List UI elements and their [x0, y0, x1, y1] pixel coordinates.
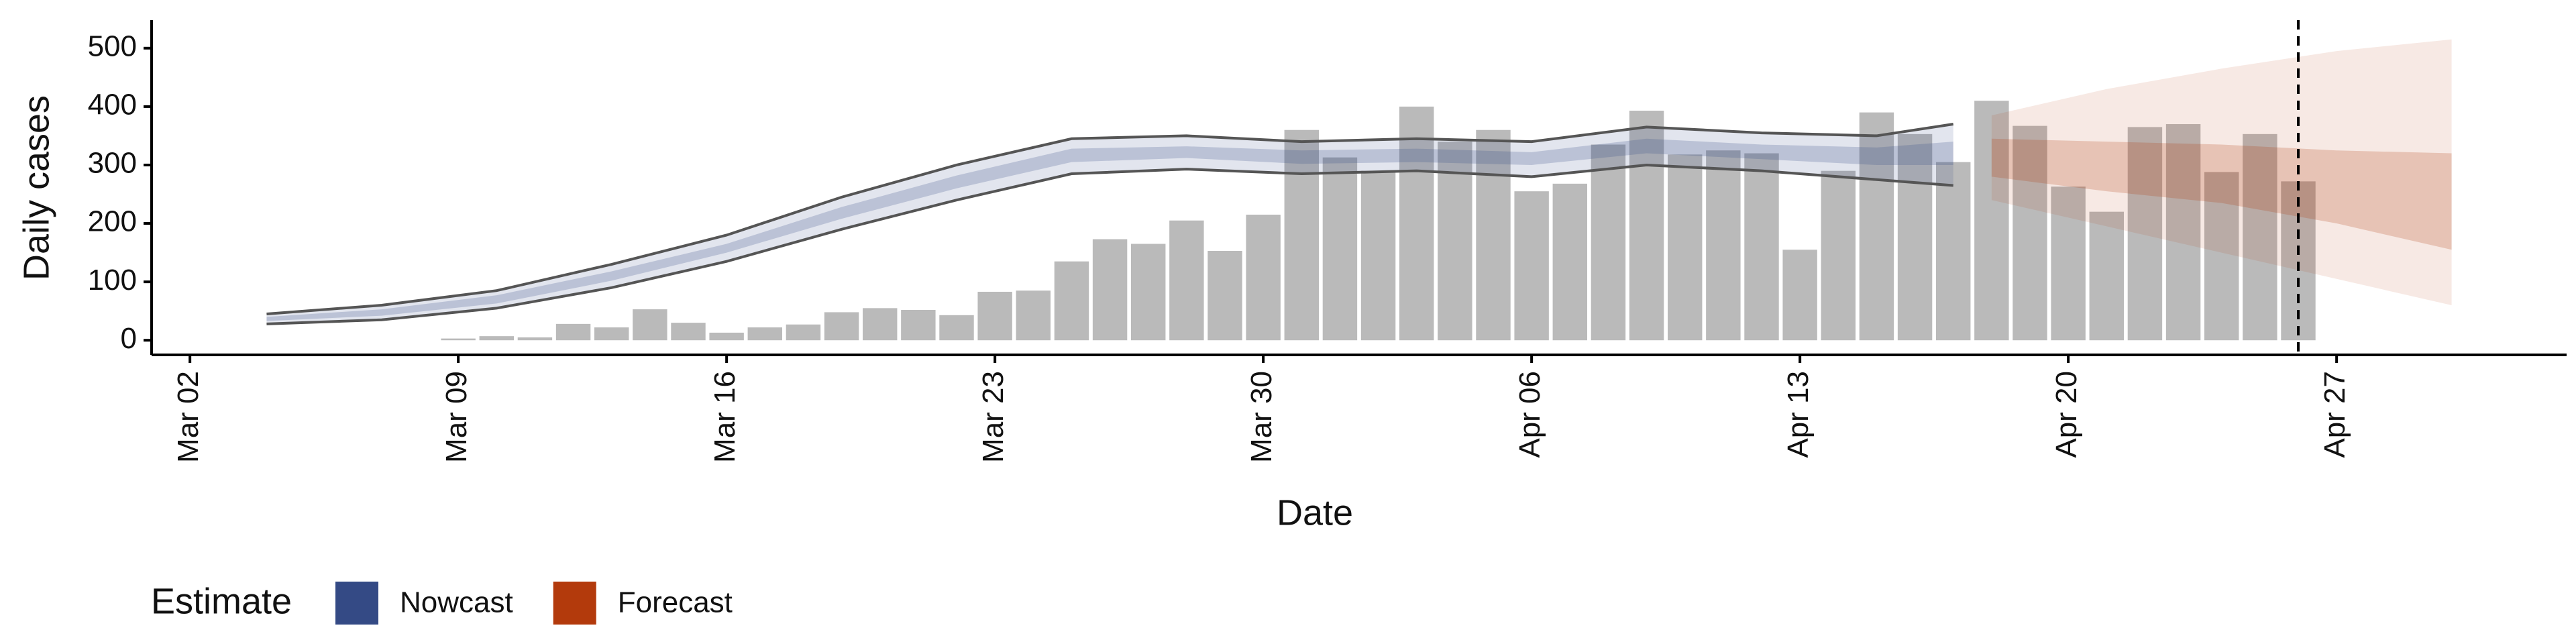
- legend-key: [335, 582, 378, 625]
- bar: [1552, 183, 1587, 341]
- bar: [2204, 172, 2239, 341]
- x-tick-label: Mar 16: [708, 371, 741, 463]
- bar: [2243, 133, 2277, 341]
- bar: [939, 315, 974, 341]
- x-tick-label: Mar 23: [977, 371, 1010, 463]
- legend-key: [553, 582, 596, 625]
- bar: [633, 309, 667, 341]
- bar: [1438, 142, 1472, 341]
- ribbon-edge: [266, 123, 1954, 316]
- x-tick-label: Apr 06: [1513, 371, 1546, 458]
- y-tick-label: 0: [121, 322, 137, 355]
- bar: [479, 336, 514, 341]
- bar: [1208, 250, 1242, 341]
- ribbon-inner: [1991, 138, 2452, 250]
- bar: [1629, 110, 1664, 341]
- ribbon-inner: [266, 138, 1953, 321]
- legend-label: Nowcast: [400, 586, 513, 619]
- bar: [1821, 170, 1856, 341]
- ribbon-edge: [266, 163, 1953, 325]
- bar: [1782, 250, 1817, 341]
- bar: [1131, 244, 1166, 341]
- bar: [2012, 125, 2047, 341]
- bar: [1859, 112, 1894, 341]
- ribbon-outer: [1991, 39, 2452, 305]
- y-tick-label: 400: [88, 89, 137, 121]
- bar: [863, 308, 898, 341]
- bar: [1974, 101, 2009, 341]
- y-tick-label: 500: [88, 30, 137, 62]
- bar: [1514, 191, 1549, 341]
- bar: [824, 312, 859, 341]
- bar: [2127, 127, 2163, 341]
- x-tick-label: Apr 27: [2318, 371, 2351, 458]
- bar: [1897, 133, 1933, 341]
- bar: [594, 327, 629, 341]
- bar: [1936, 162, 1971, 341]
- bar: [517, 337, 553, 341]
- bar: [1399, 106, 1434, 341]
- bar: [747, 327, 782, 341]
- legend-title: Estimate: [151, 581, 292, 621]
- x-tick-label: Mar 02: [172, 371, 205, 463]
- bar: [1322, 157, 1358, 341]
- bar: [2089, 211, 2124, 341]
- x-tick-label: Mar 09: [440, 371, 473, 463]
- x-tick-label: Apr 20: [2050, 371, 2083, 458]
- y-tick-label: 200: [88, 205, 137, 238]
- bar: [441, 338, 476, 341]
- y-tick-label: 300: [88, 147, 137, 180]
- bar: [1668, 154, 1703, 341]
- bar: [1744, 153, 1779, 341]
- bar: [1016, 290, 1051, 341]
- bar: [1284, 129, 1319, 341]
- x-tick-label: Mar 30: [1245, 371, 1278, 463]
- bar: [671, 323, 706, 341]
- bar: [2165, 124, 2201, 341]
- bar: [1591, 144, 1626, 341]
- bar: [1092, 239, 1128, 341]
- x-axis-title: Date: [1277, 492, 1353, 533]
- bar: [2051, 186, 2086, 341]
- bar: [977, 291, 1012, 341]
- bar: [1169, 220, 1204, 341]
- bar: [555, 323, 591, 341]
- legend-label: Forecast: [618, 586, 733, 619]
- ribbon-outer: [266, 124, 1953, 324]
- bar: [786, 324, 821, 341]
- bar: [1246, 214, 1281, 341]
- bar: [709, 332, 744, 341]
- y-tick-label: 100: [88, 264, 137, 297]
- bar: [1054, 261, 1089, 341]
- bar: [1360, 170, 1396, 341]
- x-tick-label: Apr 13: [1782, 371, 1815, 458]
- bar: [1706, 150, 1741, 341]
- bar: [1476, 129, 1511, 341]
- y-axis-title: Daily cases: [16, 95, 56, 280]
- bar: [901, 309, 936, 341]
